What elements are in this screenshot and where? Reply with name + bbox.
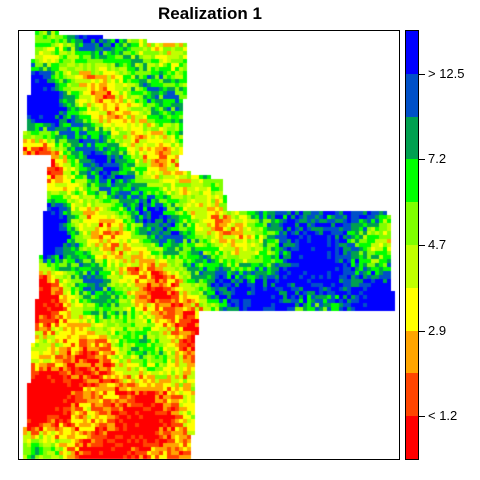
colorbar-segment [406,244,418,288]
colorbar-segment [406,202,418,245]
colorbar [405,30,419,460]
colorbar-segment [406,30,418,74]
colorbar-tick [419,330,425,332]
colorbar-segment [406,159,418,203]
colorbar-tick-label: < 1.2 [428,408,458,424]
colorbar-tick-label: > 12.5 [428,65,465,81]
plot-title: Realization 1 [158,4,262,23]
colorbar-segment [406,73,418,117]
colorbar-segment [406,373,418,417]
colorbar-segment [406,330,418,374]
colorbar-tick [419,416,425,418]
colorbar-tick-label: 4.7 [428,237,447,252]
colorbar-segment [406,116,418,160]
colorbar-tick [419,73,425,75]
colorbar-tick-label: 7.2 [428,151,447,167]
realization-map [19,31,399,459]
colorbar-tick-label: 2.9 [428,322,447,338]
colorbar-tick [419,245,425,246]
colorbar-tick [419,159,425,161]
colorbar-segment [406,287,418,331]
plot-frame [18,30,400,460]
colorbar-segment [406,416,418,459]
